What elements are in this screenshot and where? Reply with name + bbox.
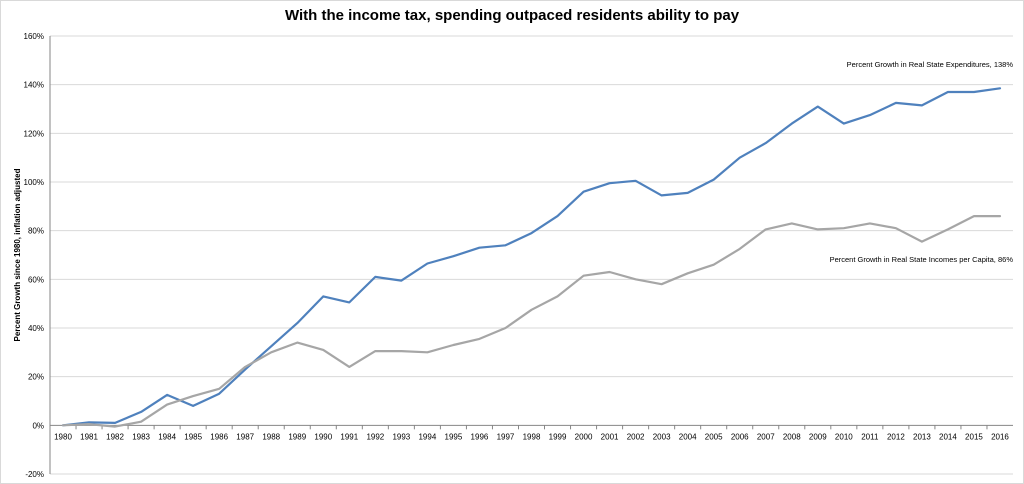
x-tick-label: 1990 [314, 432, 332, 441]
x-tick-label: 2009 [809, 432, 827, 441]
y-tick-label: 160% [24, 32, 44, 41]
y-tick-label: 20% [28, 373, 44, 382]
x-tick-label: 2015 [965, 432, 983, 441]
x-tick-label: 1998 [523, 432, 541, 441]
expenditures-line [61, 87, 1002, 427]
x-tick-label: 2002 [627, 432, 645, 441]
x-tick-label: 1996 [471, 432, 489, 441]
expenditures-annotation: Percent Growth in Real State Expenditure… [847, 60, 1014, 69]
x-tick-label: 1988 [262, 432, 280, 441]
x-tick-label: 1986 [210, 432, 228, 441]
y-tick-label: -20% [25, 470, 44, 479]
x-tick-label: 2011 [861, 432, 879, 441]
x-tick-label: 2008 [783, 432, 801, 441]
x-tick-label: 2007 [757, 432, 775, 441]
y-axis-label: Percent Growth since 1980, inflation adj… [13, 168, 22, 341]
y-tick-label: 100% [24, 178, 44, 187]
x-tick-label: 2010 [835, 432, 853, 441]
x-tick-label: 2001 [601, 432, 619, 441]
x-tick-label: 2003 [653, 432, 671, 441]
x-tick-label: 1980 [54, 432, 72, 441]
x-tick-label: 2013 [913, 432, 931, 441]
x-tick-label: 2016 [991, 432, 1009, 441]
x-tick-label: 1984 [158, 432, 176, 441]
x-tick-label: 1993 [392, 432, 410, 441]
x-tick-label: 1991 [340, 432, 358, 441]
incomes-annotation: Percent Growth in Real State Incomes per… [830, 255, 1014, 264]
y-tick-label: 0% [32, 421, 44, 430]
x-tick-label: 2000 [575, 432, 593, 441]
x-tick-label: 2006 [731, 432, 749, 441]
x-tick-label: 2004 [679, 432, 697, 441]
x-tick-label: 1999 [549, 432, 567, 441]
y-tick-label: 40% [28, 324, 44, 333]
x-tick-label: 1994 [418, 432, 436, 441]
incomes-line [61, 215, 1002, 428]
x-tick-label: 1981 [80, 432, 98, 441]
x-tick-label: 2014 [939, 432, 957, 441]
x-tick-label: 1997 [497, 432, 515, 441]
x-tick-label: 1995 [445, 432, 463, 441]
x-tick-label: 1989 [288, 432, 306, 441]
x-tick-label: 2012 [887, 432, 905, 441]
y-tick-label: 120% [24, 129, 44, 138]
x-tick-label: 2005 [705, 432, 723, 441]
x-tick-label: 1985 [184, 432, 202, 441]
axes: -20% 0% 20% 40% 60% 80% 100% 120% 140% 160% 1980 19… [24, 32, 1013, 479]
x-tick-label: 1992 [366, 432, 384, 441]
gridlines [50, 35, 1013, 475]
x-tick-label: 1982 [106, 432, 124, 441]
y-tick-label: 60% [28, 275, 44, 284]
chart-title: With the income tax, spending outpaced r… [284, 7, 740, 24]
y-tick-label: 80% [28, 227, 44, 236]
y-tick-label: 140% [24, 81, 44, 90]
series-lines [61, 87, 1002, 428]
x-tick-label: 1987 [236, 432, 254, 441]
x-tick-label: 1983 [132, 432, 150, 441]
